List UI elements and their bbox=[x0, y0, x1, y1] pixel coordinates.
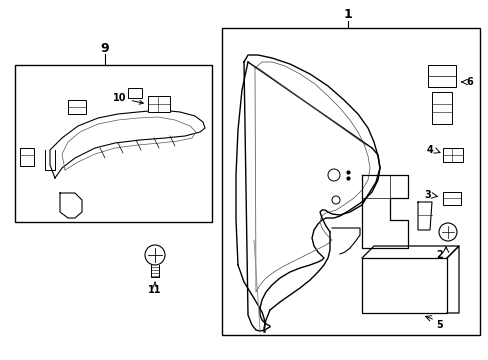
Text: 2: 2 bbox=[436, 250, 443, 260]
Bar bbox=[427, 65, 455, 87]
Bar bbox=[15, 65, 212, 222]
Text: 4: 4 bbox=[426, 145, 432, 155]
Bar bbox=[431, 92, 451, 124]
Bar bbox=[20, 148, 34, 166]
Bar bbox=[442, 148, 462, 162]
Text: 5: 5 bbox=[436, 320, 443, 330]
Text: 11: 11 bbox=[148, 285, 162, 295]
Bar bbox=[68, 100, 86, 114]
Circle shape bbox=[438, 223, 456, 241]
Bar bbox=[222, 28, 479, 335]
Text: 10: 10 bbox=[113, 93, 143, 104]
Circle shape bbox=[331, 196, 339, 204]
Circle shape bbox=[145, 245, 164, 265]
Bar bbox=[148, 96, 170, 112]
Text: 6: 6 bbox=[466, 77, 472, 87]
Text: 1: 1 bbox=[343, 9, 352, 22]
Text: 3: 3 bbox=[424, 190, 430, 200]
Circle shape bbox=[327, 169, 339, 181]
Bar bbox=[128, 88, 142, 98]
Bar bbox=[442, 192, 460, 205]
Text: 9: 9 bbox=[101, 41, 109, 54]
Bar bbox=[361, 258, 446, 313]
